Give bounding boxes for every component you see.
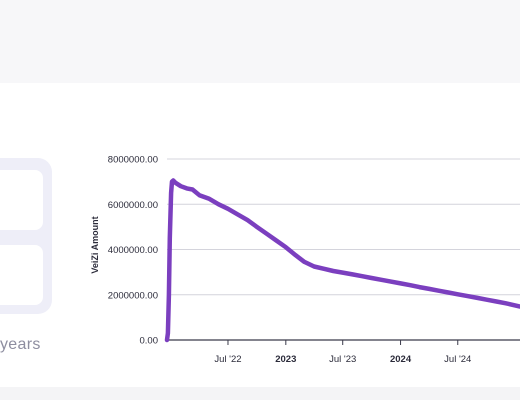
- x-tick-label: 2023: [275, 354, 296, 365]
- chart-card: [0, 83, 520, 387]
- y-axis-title: VeiZi Amount: [90, 216, 100, 273]
- summary-box-upper: [0, 170, 43, 230]
- y-tick-label: 0.00: [140, 336, 159, 347]
- top-band: [0, 0, 520, 82]
- x-axis-ticks: Jul '22 2023 Jul '23 2024 Jul '24: [214, 340, 471, 365]
- y-axis-ticks: 0.00 2000000.00 4000000.00 6000000.00 800000…: [108, 155, 158, 347]
- bottom-band: [0, 387, 520, 400]
- x-tick-label: Jul '23: [329, 354, 356, 365]
- y-tick-label: 2000000.00: [108, 290, 158, 301]
- y-tick-label: 4000000.00: [108, 245, 158, 256]
- y-tick-label: 6000000.00: [108, 200, 158, 211]
- duration-suffix-label: years: [0, 336, 41, 353]
- x-tick-label: Jul '24: [444, 354, 471, 365]
- x-tick-label: 2024: [390, 354, 412, 365]
- summary-box-lower: [0, 245, 43, 305]
- series-line: [164, 178, 520, 343]
- x-tick-label: Jul '22: [214, 354, 241, 365]
- y-tick-label: 8000000.00: [108, 155, 158, 166]
- grid-lines: [167, 158, 520, 341]
